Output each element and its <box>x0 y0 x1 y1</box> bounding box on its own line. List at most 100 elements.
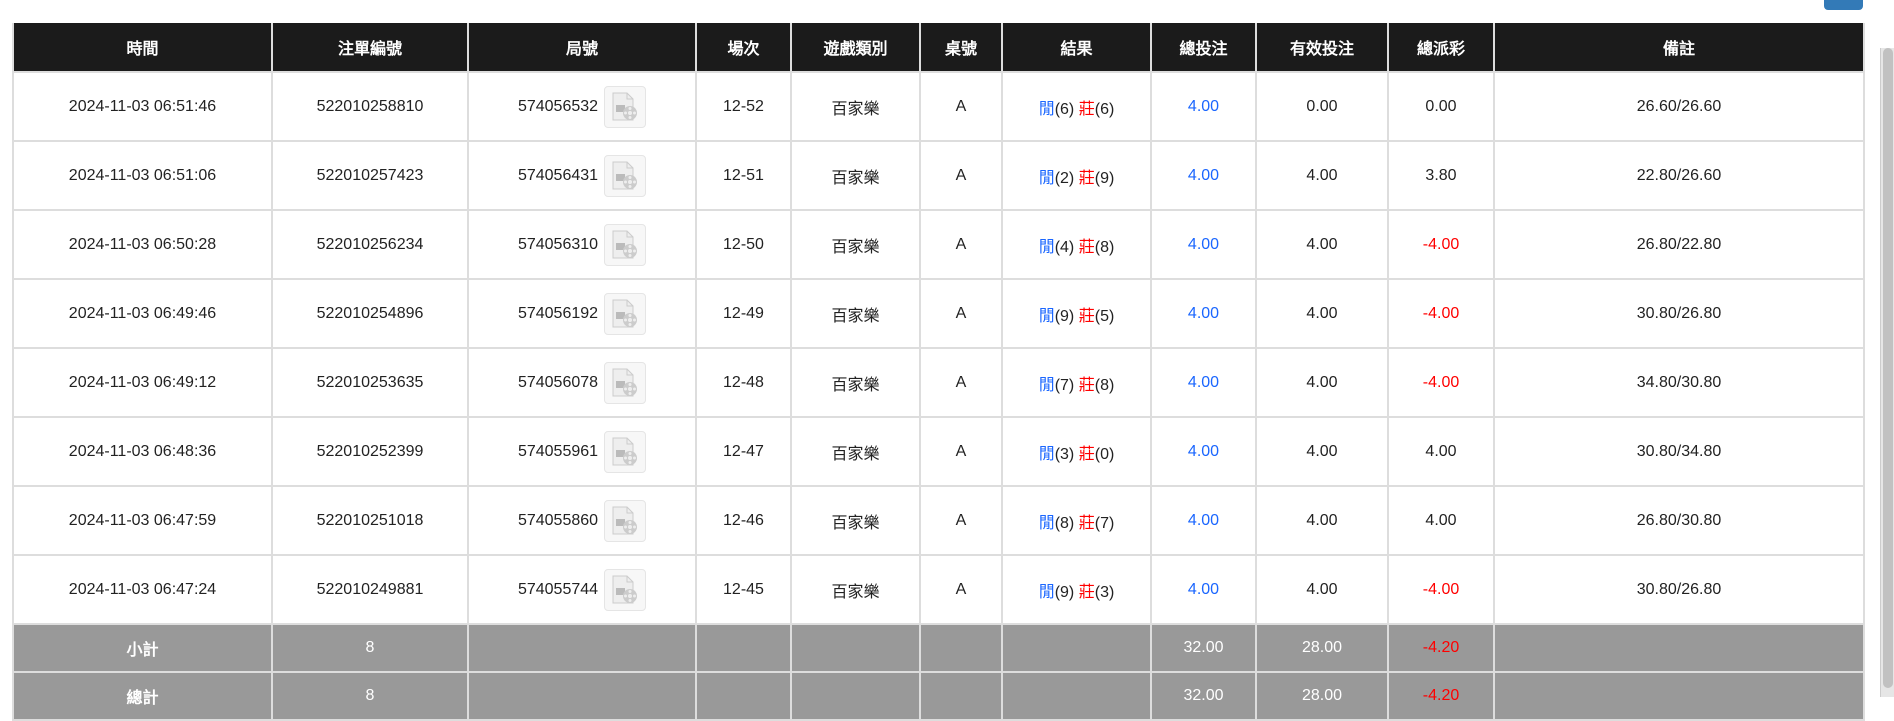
banker-label: 莊 <box>1078 445 1095 463</box>
player-label: 閒 <box>1038 100 1055 118</box>
cell-shoe: 12-46 <box>695 485 792 556</box>
cell-note: 26.80/30.80 <box>1493 485 1865 556</box>
cell-shoe: 12-51 <box>695 140 792 211</box>
table-row: 2024-11-03 06:49:46 522010254896 5740561… <box>12 278 1865 349</box>
summary-empty <box>790 623 921 673</box>
cell-shoe: 12-48 <box>695 347 792 418</box>
summary-empty <box>1001 623 1152 673</box>
video-replay-icon[interactable] <box>604 568 647 611</box>
table-row: 2024-11-03 06:51:06 522010257423 5740564… <box>12 140 1865 211</box>
round-number: 574056078 <box>517 373 599 391</box>
cell-game-type: 百家樂 <box>790 140 921 211</box>
table-row: 2024-11-03 06:47:59 522010251018 5740558… <box>12 485 1865 556</box>
cell-round: 574056431 <box>467 140 697 211</box>
grand-total-row: 總計 8 32.00 28.00 -4.20 <box>12 671 1865 721</box>
cell-result: 閒(7) 莊(8) <box>1001 347 1152 418</box>
cell-payout: 0.00 <box>1387 71 1495 142</box>
cell-payout: -4.00 <box>1387 209 1495 280</box>
summary-label: 總計 <box>12 671 273 721</box>
banker-label: 莊 <box>1078 100 1095 118</box>
cell-result: 閒(4) 莊(8) <box>1001 209 1152 280</box>
player-score: (7) <box>1054 376 1075 394</box>
summary-empty <box>919 623 1003 673</box>
bet-records-table: 時間 注單編號 局號 場次 遊戲類別 桌號 結果 總投注 有效投注 總派彩 備註 2024-11-0… <box>12 23 1865 721</box>
cell-result: 閒(9) 莊(3) <box>1001 554 1152 625</box>
player-label: 閒 <box>1038 376 1055 394</box>
cell-result: 閒(9) 莊(5) <box>1001 278 1152 349</box>
banker-score: (0) <box>1094 445 1115 463</box>
summary-empty <box>1001 671 1152 721</box>
player-score: (3) <box>1054 445 1075 463</box>
banker-score: (9) <box>1094 169 1115 187</box>
table-row: 2024-11-03 06:47:24 522010249881 5740557… <box>12 554 1865 625</box>
cell-bet-id: 522010253635 <box>271 347 469 418</box>
cell-game-type: 百家樂 <box>790 71 921 142</box>
header-time: 時間 <box>12 23 273 73</box>
cell-round: 574056192 <box>467 278 697 349</box>
video-replay-icon[interactable] <box>604 154 647 197</box>
cell-result: 閒(2) 莊(9) <box>1001 140 1152 211</box>
cell-total-bet: 4.00 <box>1150 71 1257 142</box>
cell-game-type: 百家樂 <box>790 347 921 418</box>
summary-empty <box>1493 671 1865 721</box>
cell-table: A <box>919 554 1003 625</box>
player-score: (9) <box>1054 307 1075 325</box>
header-shoe: 場次 <box>695 23 792 73</box>
player-score: (8) <box>1054 514 1075 532</box>
cell-bet-id: 522010249881 <box>271 554 469 625</box>
banker-score: (8) <box>1094 238 1115 256</box>
header-result: 結果 <box>1001 23 1152 73</box>
summary-empty <box>1493 623 1865 673</box>
cell-note: 22.80/26.60 <box>1493 140 1865 211</box>
cell-shoe: 12-49 <box>695 278 792 349</box>
cell-round: 574055744 <box>467 554 697 625</box>
video-replay-icon[interactable] <box>604 223 647 266</box>
summary-empty <box>467 623 697 673</box>
cell-table: A <box>919 209 1003 280</box>
cell-shoe: 12-45 <box>695 554 792 625</box>
cell-game-type: 百家樂 <box>790 278 921 349</box>
cell-shoe: 12-52 <box>695 71 792 142</box>
cell-payout: -4.00 <box>1387 554 1495 625</box>
banker-label: 莊 <box>1078 307 1095 325</box>
video-replay-icon[interactable] <box>604 85 647 128</box>
cell-bet-id: 522010251018 <box>271 485 469 556</box>
header-total-bet: 總投注 <box>1150 23 1257 73</box>
summary-empty <box>919 671 1003 721</box>
cell-table: A <box>919 278 1003 349</box>
cell-valid-bet: 4.00 <box>1255 485 1389 556</box>
summary-empty <box>695 671 792 721</box>
banker-label: 莊 <box>1078 169 1095 187</box>
cell-valid-bet: 4.00 <box>1255 416 1389 487</box>
summary-empty <box>790 671 921 721</box>
cell-payout: 4.00 <box>1387 485 1495 556</box>
cell-time: 2024-11-03 06:48:36 <box>12 416 273 487</box>
top-action-button[interactable] <box>1824 0 1863 10</box>
cell-table: A <box>919 485 1003 556</box>
cell-time: 2024-11-03 06:49:46 <box>12 278 273 349</box>
scrollbar-thumb[interactable] <box>1883 48 1893 688</box>
table-row: 2024-11-03 06:50:28 522010256234 5740563… <box>12 209 1865 280</box>
video-replay-icon[interactable] <box>604 499 647 542</box>
cell-note: 30.80/34.80 <box>1493 416 1865 487</box>
cell-shoe: 12-50 <box>695 209 792 280</box>
video-replay-icon[interactable] <box>604 361 647 404</box>
banker-score: (8) <box>1094 376 1115 394</box>
video-replay-icon[interactable] <box>604 430 647 473</box>
video-replay-icon[interactable] <box>604 292 647 335</box>
header-note: 備註 <box>1493 23 1865 73</box>
cell-table: A <box>919 140 1003 211</box>
banker-score: (6) <box>1094 100 1115 118</box>
cell-valid-bet: 4.00 <box>1255 209 1389 280</box>
cell-total-bet: 4.00 <box>1150 416 1257 487</box>
banker-label: 莊 <box>1078 514 1095 532</box>
cell-round: 574056310 <box>467 209 697 280</box>
cell-total-bet: 4.00 <box>1150 347 1257 418</box>
page-scrollbar[interactable] <box>1880 48 1894 697</box>
cell-valid-bet: 4.00 <box>1255 347 1389 418</box>
header-payout: 總派彩 <box>1387 23 1495 73</box>
player-label: 閒 <box>1038 238 1055 256</box>
cell-total-bet: 4.00 <box>1150 209 1257 280</box>
cell-bet-id: 522010257423 <box>271 140 469 211</box>
cell-table: A <box>919 71 1003 142</box>
